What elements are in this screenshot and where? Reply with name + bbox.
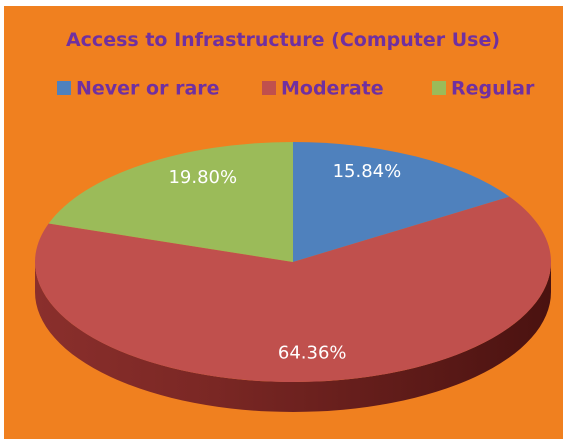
pie-slice [48, 142, 293, 262]
data-label: 15.84% [333, 161, 402, 182]
pie: 15.84% 64.36% 19.80% [34, 142, 551, 412]
legend-swatch [57, 81, 71, 95]
legend-label: Moderate [281, 78, 384, 100]
pie-side [35, 262, 551, 412]
legend-swatch [432, 81, 446, 95]
data-label: 19.80% [168, 167, 237, 188]
pie-slice [293, 142, 510, 262]
legend-swatch [262, 81, 276, 95]
legend-label: Never or rare [76, 78, 220, 100]
legend-label: Regular [451, 78, 535, 100]
legend: Never or rare Moderate Regular [57, 78, 535, 100]
chart-title: Access to Infrastructure (Computer Use) [66, 29, 500, 51]
data-label: 64.36% [278, 343, 347, 364]
pie-slice [34, 196, 551, 382]
